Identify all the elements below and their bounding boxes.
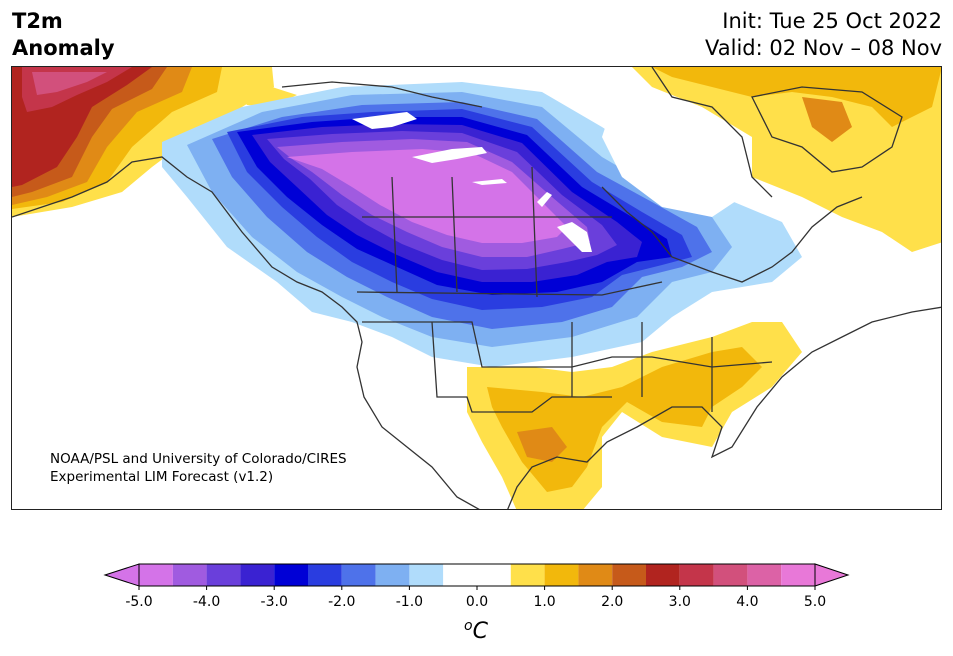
colorbar-max-extend: [814, 563, 850, 587]
valid-date: Valid: 02 Nov – 08 Nov: [705, 36, 942, 60]
lakes: [352, 107, 742, 252]
colorbar-bins: [139, 564, 815, 586]
title-line-2: Anomaly: [12, 36, 115, 60]
coastlines: [12, 67, 941, 509]
colorbar-bin: [781, 564, 815, 586]
canada-cold-anomaly: [162, 82, 802, 367]
colorbar-tick-label: 2.0: [601, 594, 623, 610]
colorbar-tick-label: -4.0: [193, 594, 220, 610]
colorbar-tick-label: 5.0: [804, 594, 826, 610]
forecast-dates: Init: Tue 25 Oct 2022 Valid: 02 Nov – 08…: [705, 8, 942, 62]
colorbar-bin: [139, 564, 173, 586]
colorbar-min-extend: [103, 563, 140, 587]
colorbar-bin: [612, 564, 646, 586]
colorbar-bin: [679, 564, 714, 586]
colorbar-bin: [544, 564, 579, 586]
colorbar-bin: [646, 564, 680, 586]
south-us-warm-anomaly: [467, 322, 802, 509]
colorbar: -5.0 -4.0 -3.0 -2.0 -1.0 0.0 1.0 2.0 3.0 4.0 5.0 o…: [103, 563, 850, 644]
credit-line-1: NOAA/PSL and University of Colorado/CIRE…: [50, 451, 347, 467]
colorbar-bin: [510, 564, 545, 586]
colorbar-bin: [375, 564, 410, 586]
forecast-credit: NOAA/PSL and University of Colorado/CIRE…: [50, 450, 347, 486]
colorbar-tick-label: -3.0: [261, 594, 288, 610]
colorbar-tick-label: 3.0: [669, 594, 691, 610]
colorbar-tick-label: 4.0: [736, 594, 758, 610]
colorbar-bin: [240, 564, 275, 586]
colorbar-bin: [274, 564, 308, 586]
colorbar-bin: [578, 564, 613, 586]
colorbar-tick-label: 0.0: [466, 594, 488, 610]
colorbar-bin: [443, 564, 511, 586]
colorbar-tick-label: -2.0: [328, 594, 355, 610]
colorbar-bin: [409, 564, 444, 586]
colorbar-bin: [713, 564, 748, 586]
anomaly-map: NOAA/PSL and University of Colorado/CIRE…: [11, 66, 942, 510]
colorbar-bin: [206, 564, 241, 586]
colorbar-bin: [747, 564, 782, 586]
credit-line-2: Experimental LIM Forecast (v1.2): [50, 469, 274, 485]
alaska-warm-anomaly: [12, 67, 274, 217]
colorbar-unit: oC: [464, 618, 489, 644]
init-date: Init: Tue 25 Oct 2022: [722, 9, 942, 33]
colorbar-tick-label: -5.0: [125, 594, 152, 610]
colorbar-bin: [341, 564, 376, 586]
title-line-1: T2m: [12, 9, 63, 33]
colorbar-bin: [172, 564, 207, 586]
colorbar-tick-label: 1.0: [533, 594, 555, 610]
anomaly-map-canvas: [12, 67, 941, 509]
colorbar-bin: [308, 564, 342, 586]
map-title: T2m Anomaly: [12, 8, 115, 62]
colorbar-tick-label: -1.0: [396, 594, 423, 610]
colorbar-ticks: -5.0 -4.0 -3.0 -2.0 -1.0 0.0 1.0 2.0 3.0 4.0 5.0: [125, 586, 826, 610]
